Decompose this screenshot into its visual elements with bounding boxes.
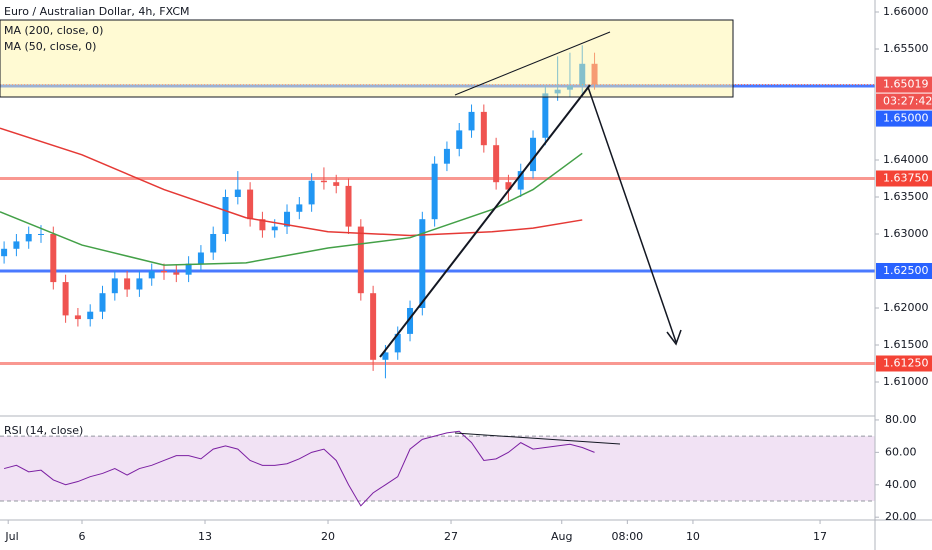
candle-body: [247, 189, 254, 220]
y-tick-label: 1.65500: [883, 42, 929, 55]
x-tick-label: 08:00: [611, 530, 643, 543]
last-price-label: 1.65019: [883, 78, 929, 91]
y-tick-label: 1.63500: [883, 190, 929, 203]
candle-body: [148, 270, 155, 279]
candle-body: [13, 241, 20, 249]
level-label: 1.65000: [883, 112, 929, 125]
level-label-box: [876, 170, 932, 187]
candle-body: [370, 293, 377, 360]
zone-box: [0, 19, 734, 98]
candle-body: [124, 278, 131, 290]
candle-body: [419, 219, 426, 308]
rsi-tick-label: 80.00: [885, 413, 917, 426]
candle-body: [185, 263, 192, 275]
candle-body: [320, 180, 327, 183]
candle-body: [542, 93, 549, 138]
candle-body: [234, 189, 241, 197]
candle-body: [87, 311, 94, 320]
x-tick-label: 27: [444, 530, 458, 543]
rsi-band: [0, 436, 875, 501]
candle-body: [25, 233, 32, 242]
candle-body: [554, 89, 561, 94]
candle-body: [407, 307, 414, 334]
countdown-label: 03:27:42: [883, 95, 932, 108]
rsi-tick-label: 40.00: [885, 478, 917, 491]
candle-body: [1, 248, 8, 257]
candle-body: [530, 137, 537, 172]
indicator-label: MA (50, close, 0): [4, 40, 96, 53]
candle-body: [308, 180, 315, 205]
y-tick-label: 1.61000: [883, 375, 929, 388]
candle-body: [296, 204, 303, 212]
candle-body: [357, 226, 364, 294]
candle-body: [468, 111, 475, 131]
candle-body: [505, 182, 512, 190]
candle-body: [271, 226, 278, 231]
rsi-tick-label: 20.00: [885, 510, 917, 523]
candle-body: [431, 163, 438, 220]
candle-body: [517, 171, 524, 190]
candle-body: [345, 185, 352, 227]
x-tick-label: Aug: [551, 530, 572, 543]
candle-body: [333, 182, 340, 186]
candle-body: [173, 272, 180, 275]
candle-body: [136, 278, 143, 290]
candle-body: [579, 63, 586, 86]
candle-body: [111, 278, 118, 294]
candle-body: [394, 333, 401, 353]
candle-body: [210, 233, 217, 253]
level-label-box: [876, 262, 932, 279]
candle-body: [456, 130, 463, 149]
y-tick-label: 1.66000: [883, 5, 929, 18]
candle-body: [493, 145, 500, 183]
rsi-trend-line: [454, 432, 621, 445]
last-price-label-box: [876, 76, 932, 93]
rsi-label: RSI (14, close): [4, 424, 83, 437]
candle-body: [222, 196, 229, 234]
candle-body: [99, 293, 106, 312]
rsi-line: [3, 430, 595, 507]
rsi-tick-label: 60.00: [885, 445, 917, 458]
indicator-label: MA (200, close, 0): [4, 24, 103, 37]
chart-title: Euro / Australian Dollar, 4h, FXCM: [4, 5, 190, 18]
arrow: [587, 86, 677, 343]
candle-body: [480, 111, 487, 146]
y-tick-label: 1.61500: [883, 338, 929, 351]
trend-line: [379, 84, 591, 358]
y-tick-label: 1.62000: [883, 301, 929, 314]
y-tick-label: 1.64000: [883, 153, 929, 166]
x-tick-label: 20: [321, 530, 335, 543]
moving-average: [0, 152, 583, 266]
level-label-box: [876, 355, 932, 372]
candle-body: [443, 148, 450, 164]
candle-body: [284, 211, 291, 227]
level-label-box: [876, 110, 932, 127]
candle-body: [591, 63, 598, 85]
x-tick-label: 17: [813, 530, 827, 543]
candle-body: [50, 233, 57, 283]
candle-body: [62, 282, 69, 316]
candle-body: [259, 219, 266, 231]
y-tick-label: 1.63000: [883, 227, 929, 240]
x-tick-label: 10: [686, 530, 700, 543]
candle-body: [74, 315, 81, 320]
candle-body: [197, 252, 204, 264]
trend-line: [454, 31, 611, 96]
x-tick-label: 13: [198, 530, 212, 543]
arrow-head: [666, 329, 682, 346]
level-label: 1.63750: [883, 171, 929, 184]
level-label: 1.61250: [883, 356, 929, 369]
candle-body: [38, 233, 45, 235]
x-tick-label: 6: [79, 530, 86, 543]
candle-body: [161, 270, 168, 273]
x-tick-label: Jul: [4, 530, 18, 543]
candle-body: [382, 352, 389, 360]
level-label: 1.62500: [883, 264, 929, 277]
candle-body: [566, 85, 573, 90]
countdown-label-box: [876, 93, 932, 110]
moving-average: [0, 127, 583, 237]
